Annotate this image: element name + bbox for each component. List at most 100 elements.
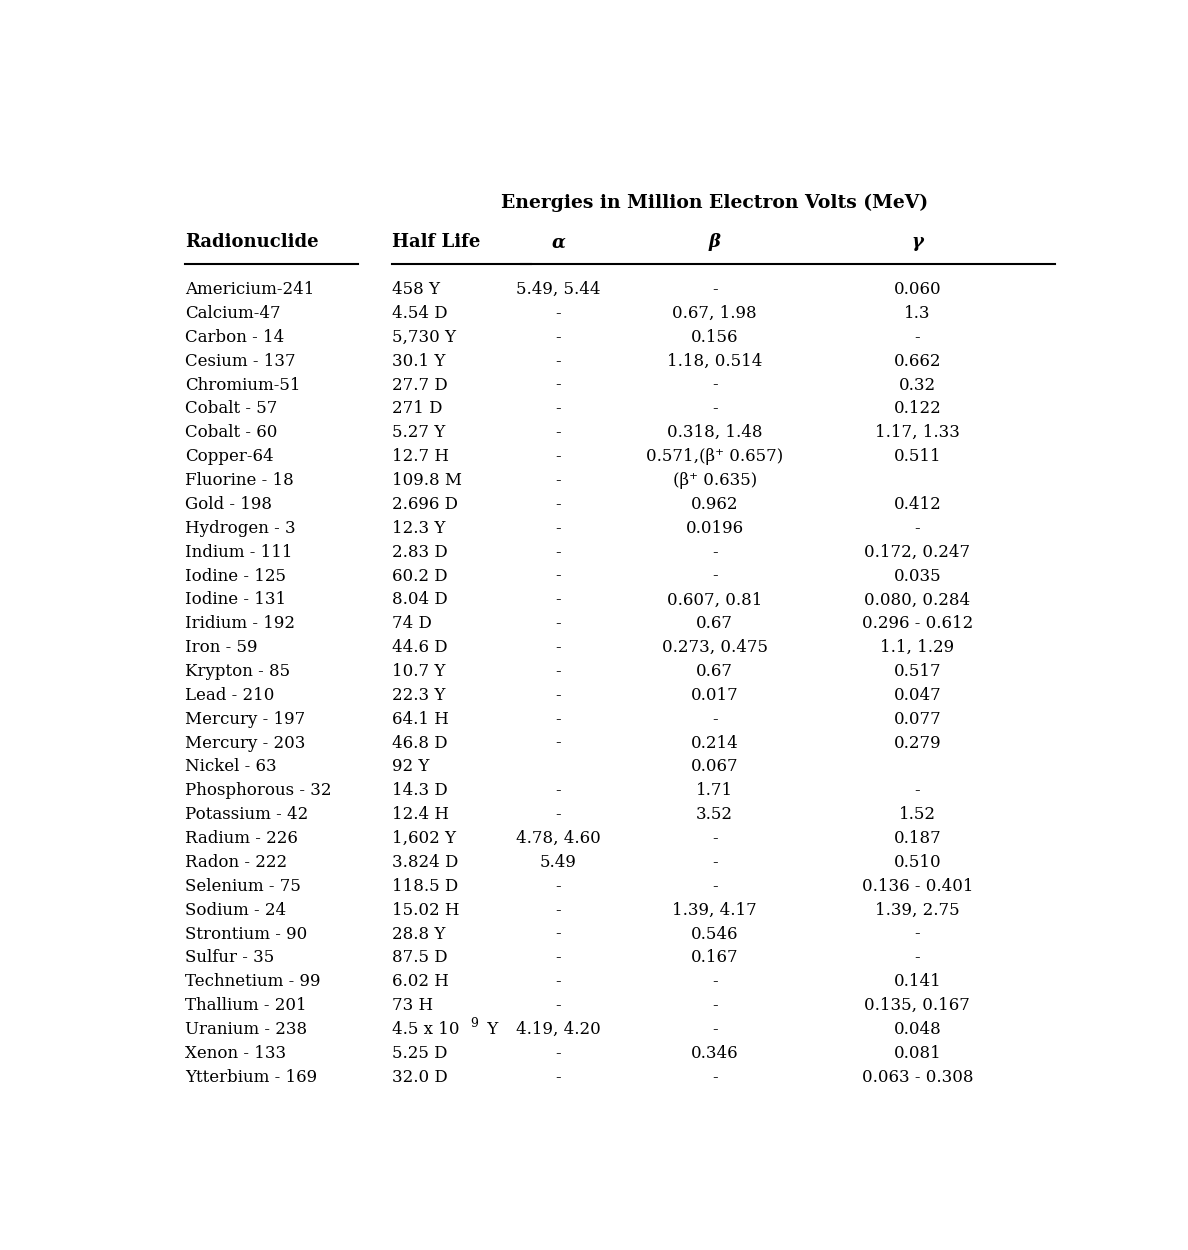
Text: 0.662: 0.662 xyxy=(893,352,941,370)
Text: 0.962: 0.962 xyxy=(691,496,739,512)
Text: -: - xyxy=(556,352,561,370)
Text: -: - xyxy=(556,376,561,394)
Text: 0.510: 0.510 xyxy=(893,854,941,871)
Text: 0.296 - 0.612: 0.296 - 0.612 xyxy=(861,615,973,632)
Text: 0.060: 0.060 xyxy=(893,281,941,298)
Text: Iron - 59: Iron - 59 xyxy=(185,639,258,656)
Text: 1.17, 1.33: 1.17, 1.33 xyxy=(874,424,960,441)
Text: 0.346: 0.346 xyxy=(691,1045,739,1062)
Text: α: α xyxy=(551,232,565,251)
Text: -: - xyxy=(556,1069,561,1086)
Text: 10.7 Y: 10.7 Y xyxy=(392,662,446,680)
Text: Calcium-47: Calcium-47 xyxy=(185,305,280,322)
Text: 6.02 H: 6.02 H xyxy=(392,974,449,990)
Text: 0.080, 0.284: 0.080, 0.284 xyxy=(864,591,971,609)
Text: -: - xyxy=(712,376,718,394)
Text: 1.39, 4.17: 1.39, 4.17 xyxy=(672,901,757,919)
Text: Cesium - 137: Cesium - 137 xyxy=(185,352,296,370)
Text: -: - xyxy=(712,974,718,990)
Text: Uranium - 238: Uranium - 238 xyxy=(185,1021,308,1038)
Text: 0.32: 0.32 xyxy=(898,376,936,394)
Text: -: - xyxy=(915,782,920,799)
Text: Strontium - 90: Strontium - 90 xyxy=(185,925,308,942)
Text: -: - xyxy=(556,974,561,990)
Text: 0.511: 0.511 xyxy=(893,449,941,465)
Text: 0.167: 0.167 xyxy=(691,950,739,966)
Text: -: - xyxy=(915,520,920,536)
Text: 0.517: 0.517 xyxy=(893,662,941,680)
Text: 22.3 Y: 22.3 Y xyxy=(392,686,446,704)
Text: 8.04 D: 8.04 D xyxy=(392,591,448,609)
Text: -: - xyxy=(556,925,561,942)
Text: -: - xyxy=(712,1069,718,1086)
Text: 5.49: 5.49 xyxy=(539,854,576,871)
Text: -: - xyxy=(556,806,561,824)
Text: -: - xyxy=(556,305,561,322)
Text: 27.7 D: 27.7 D xyxy=(392,376,448,394)
Text: 60.2 D: 60.2 D xyxy=(392,568,448,585)
Text: -: - xyxy=(712,711,718,727)
Text: 0.607, 0.81: 0.607, 0.81 xyxy=(666,591,763,609)
Text: Iodine - 131: Iodine - 131 xyxy=(185,591,286,609)
Text: -: - xyxy=(556,424,561,441)
Text: 0.172, 0.247: 0.172, 0.247 xyxy=(864,544,971,561)
Text: 44.6 D: 44.6 D xyxy=(392,639,448,656)
Text: 3.824 D: 3.824 D xyxy=(392,854,459,871)
Text: -: - xyxy=(556,591,561,609)
Text: 4.54 D: 4.54 D xyxy=(392,305,448,322)
Text: Y: Y xyxy=(482,1021,498,1038)
Text: 2.696 D: 2.696 D xyxy=(392,496,459,512)
Text: -: - xyxy=(556,496,561,512)
Text: 5.27 Y: 5.27 Y xyxy=(392,424,446,441)
Text: Sodium - 24: Sodium - 24 xyxy=(185,901,286,919)
Text: 0.017: 0.017 xyxy=(691,686,739,704)
Text: Americium-241: Americium-241 xyxy=(185,281,315,298)
Text: 0.048: 0.048 xyxy=(893,1021,941,1038)
Text: 30.1 Y: 30.1 Y xyxy=(392,352,446,370)
Text: Nickel - 63: Nickel - 63 xyxy=(185,759,277,775)
Text: Sulfur - 35: Sulfur - 35 xyxy=(185,950,274,966)
Text: Cobalt - 60: Cobalt - 60 xyxy=(185,424,278,441)
Text: -: - xyxy=(556,1045,561,1062)
Text: 3.52: 3.52 xyxy=(696,806,733,824)
Text: -: - xyxy=(712,281,718,298)
Text: Lead - 210: Lead - 210 xyxy=(185,686,274,704)
Text: -: - xyxy=(712,854,718,871)
Text: Mercury - 203: Mercury - 203 xyxy=(185,735,305,751)
Text: 74 D: 74 D xyxy=(392,615,432,632)
Text: Ytterbium - 169: Ytterbium - 169 xyxy=(185,1069,317,1086)
Text: Radium - 226: Radium - 226 xyxy=(185,830,298,848)
Text: -: - xyxy=(556,400,561,418)
Text: -: - xyxy=(556,735,561,751)
Text: Carbon - 14: Carbon - 14 xyxy=(185,329,285,346)
Text: Iodine - 125: Iodine - 125 xyxy=(185,568,286,585)
Text: 12.3 Y: 12.3 Y xyxy=(392,520,446,536)
Text: 12.7 H: 12.7 H xyxy=(392,449,449,465)
Text: 0.156: 0.156 xyxy=(691,329,739,346)
Text: 0.0196: 0.0196 xyxy=(685,520,744,536)
Text: Indium - 111: Indium - 111 xyxy=(185,544,292,561)
Text: 46.8 D: 46.8 D xyxy=(392,735,448,751)
Text: -: - xyxy=(556,711,561,727)
Text: 0.135, 0.167: 0.135, 0.167 xyxy=(865,998,971,1014)
Text: 0.122: 0.122 xyxy=(893,400,941,418)
Text: 1.1, 1.29: 1.1, 1.29 xyxy=(880,639,954,656)
Text: 1,602 Y: 1,602 Y xyxy=(392,830,456,848)
Text: 92 Y: 92 Y xyxy=(392,759,430,775)
Text: -: - xyxy=(556,639,561,656)
Text: 271 D: 271 D xyxy=(392,400,443,418)
Text: 15.02 H: 15.02 H xyxy=(392,901,460,919)
Text: 0.047: 0.047 xyxy=(893,686,941,704)
Text: 0.571,(β⁺ 0.657): 0.571,(β⁺ 0.657) xyxy=(646,449,783,465)
Text: Radionuclide: Radionuclide xyxy=(185,232,318,251)
Text: 1.18, 0.514: 1.18, 0.514 xyxy=(666,352,763,370)
Text: -: - xyxy=(712,830,718,848)
Text: 0.412: 0.412 xyxy=(893,496,941,512)
Text: 2.83 D: 2.83 D xyxy=(392,544,448,561)
Text: 5.25 D: 5.25 D xyxy=(392,1045,448,1062)
Text: Iridium - 192: Iridium - 192 xyxy=(185,615,296,632)
Text: Mercury - 197: Mercury - 197 xyxy=(185,711,305,727)
Text: 0.273, 0.475: 0.273, 0.475 xyxy=(662,639,767,656)
Text: β: β xyxy=(709,232,721,251)
Text: -: - xyxy=(556,329,561,346)
